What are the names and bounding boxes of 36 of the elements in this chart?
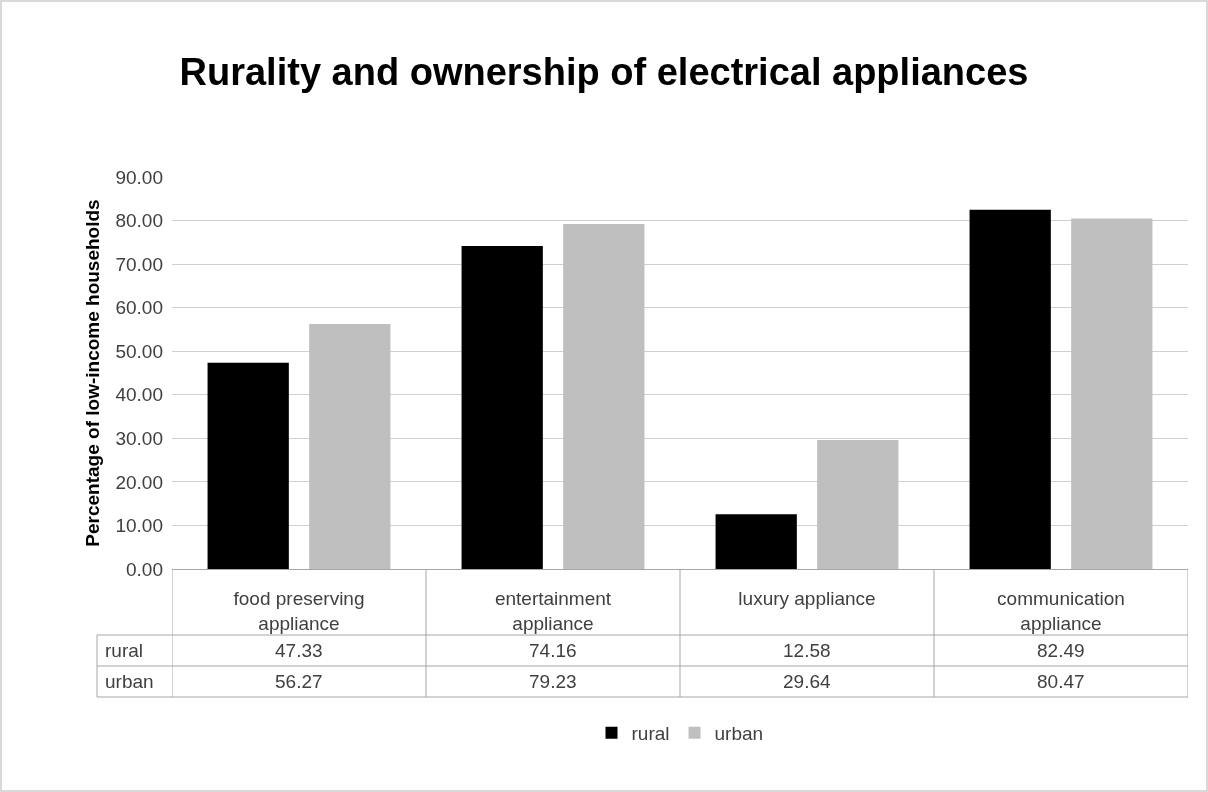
data-label: 47.33 [275,640,323,661]
data-label: 80.47 [1037,671,1085,692]
x-tick-label: entertainment appliance [494,587,612,634]
data-label: 82.49 [1037,640,1085,661]
data-label: 56.27 [275,671,323,692]
legend-label: rural [631,723,670,745]
y-tick-label: 10.00 [115,515,163,537]
y-tick-label: 40.00 [115,384,163,406]
data-label: 29.64 [783,671,831,692]
y-tick-label: 60.00 [115,297,163,319]
bar [309,323,391,569]
chart-title: Rurality and ownership of electrical appliances [179,51,1029,94]
y-tick-label: 50.00 [115,340,163,362]
bar [563,223,645,569]
data-label: 12.58 [783,640,831,661]
bar [1071,218,1153,569]
text: urban [105,671,154,692]
data-label: 74.16 [529,640,577,661]
legend-label: urban [714,723,764,745]
bar [461,245,543,569]
bar [969,209,1051,569]
bar [817,439,899,569]
y-tick-label: 70.00 [115,253,163,275]
x-tick-label: food preserving appliance [233,587,365,634]
bar [715,514,797,569]
data-label: 79.23 [529,671,577,692]
y-tick-label: 20.00 [115,471,163,493]
y-tick-label: 0.00 [126,558,163,580]
x-tick-label: communication appliance [997,587,1125,634]
x-tick-label: luxury appliance [738,587,876,609]
text: rural [105,640,144,661]
y-axis-title: Percentage of low-income households [82,199,104,547]
y-tick-label: 30.00 [115,427,163,449]
y-tick-label: 80.00 [115,210,163,232]
y-tick-label: 90.00 [115,166,163,188]
bar [207,362,289,569]
